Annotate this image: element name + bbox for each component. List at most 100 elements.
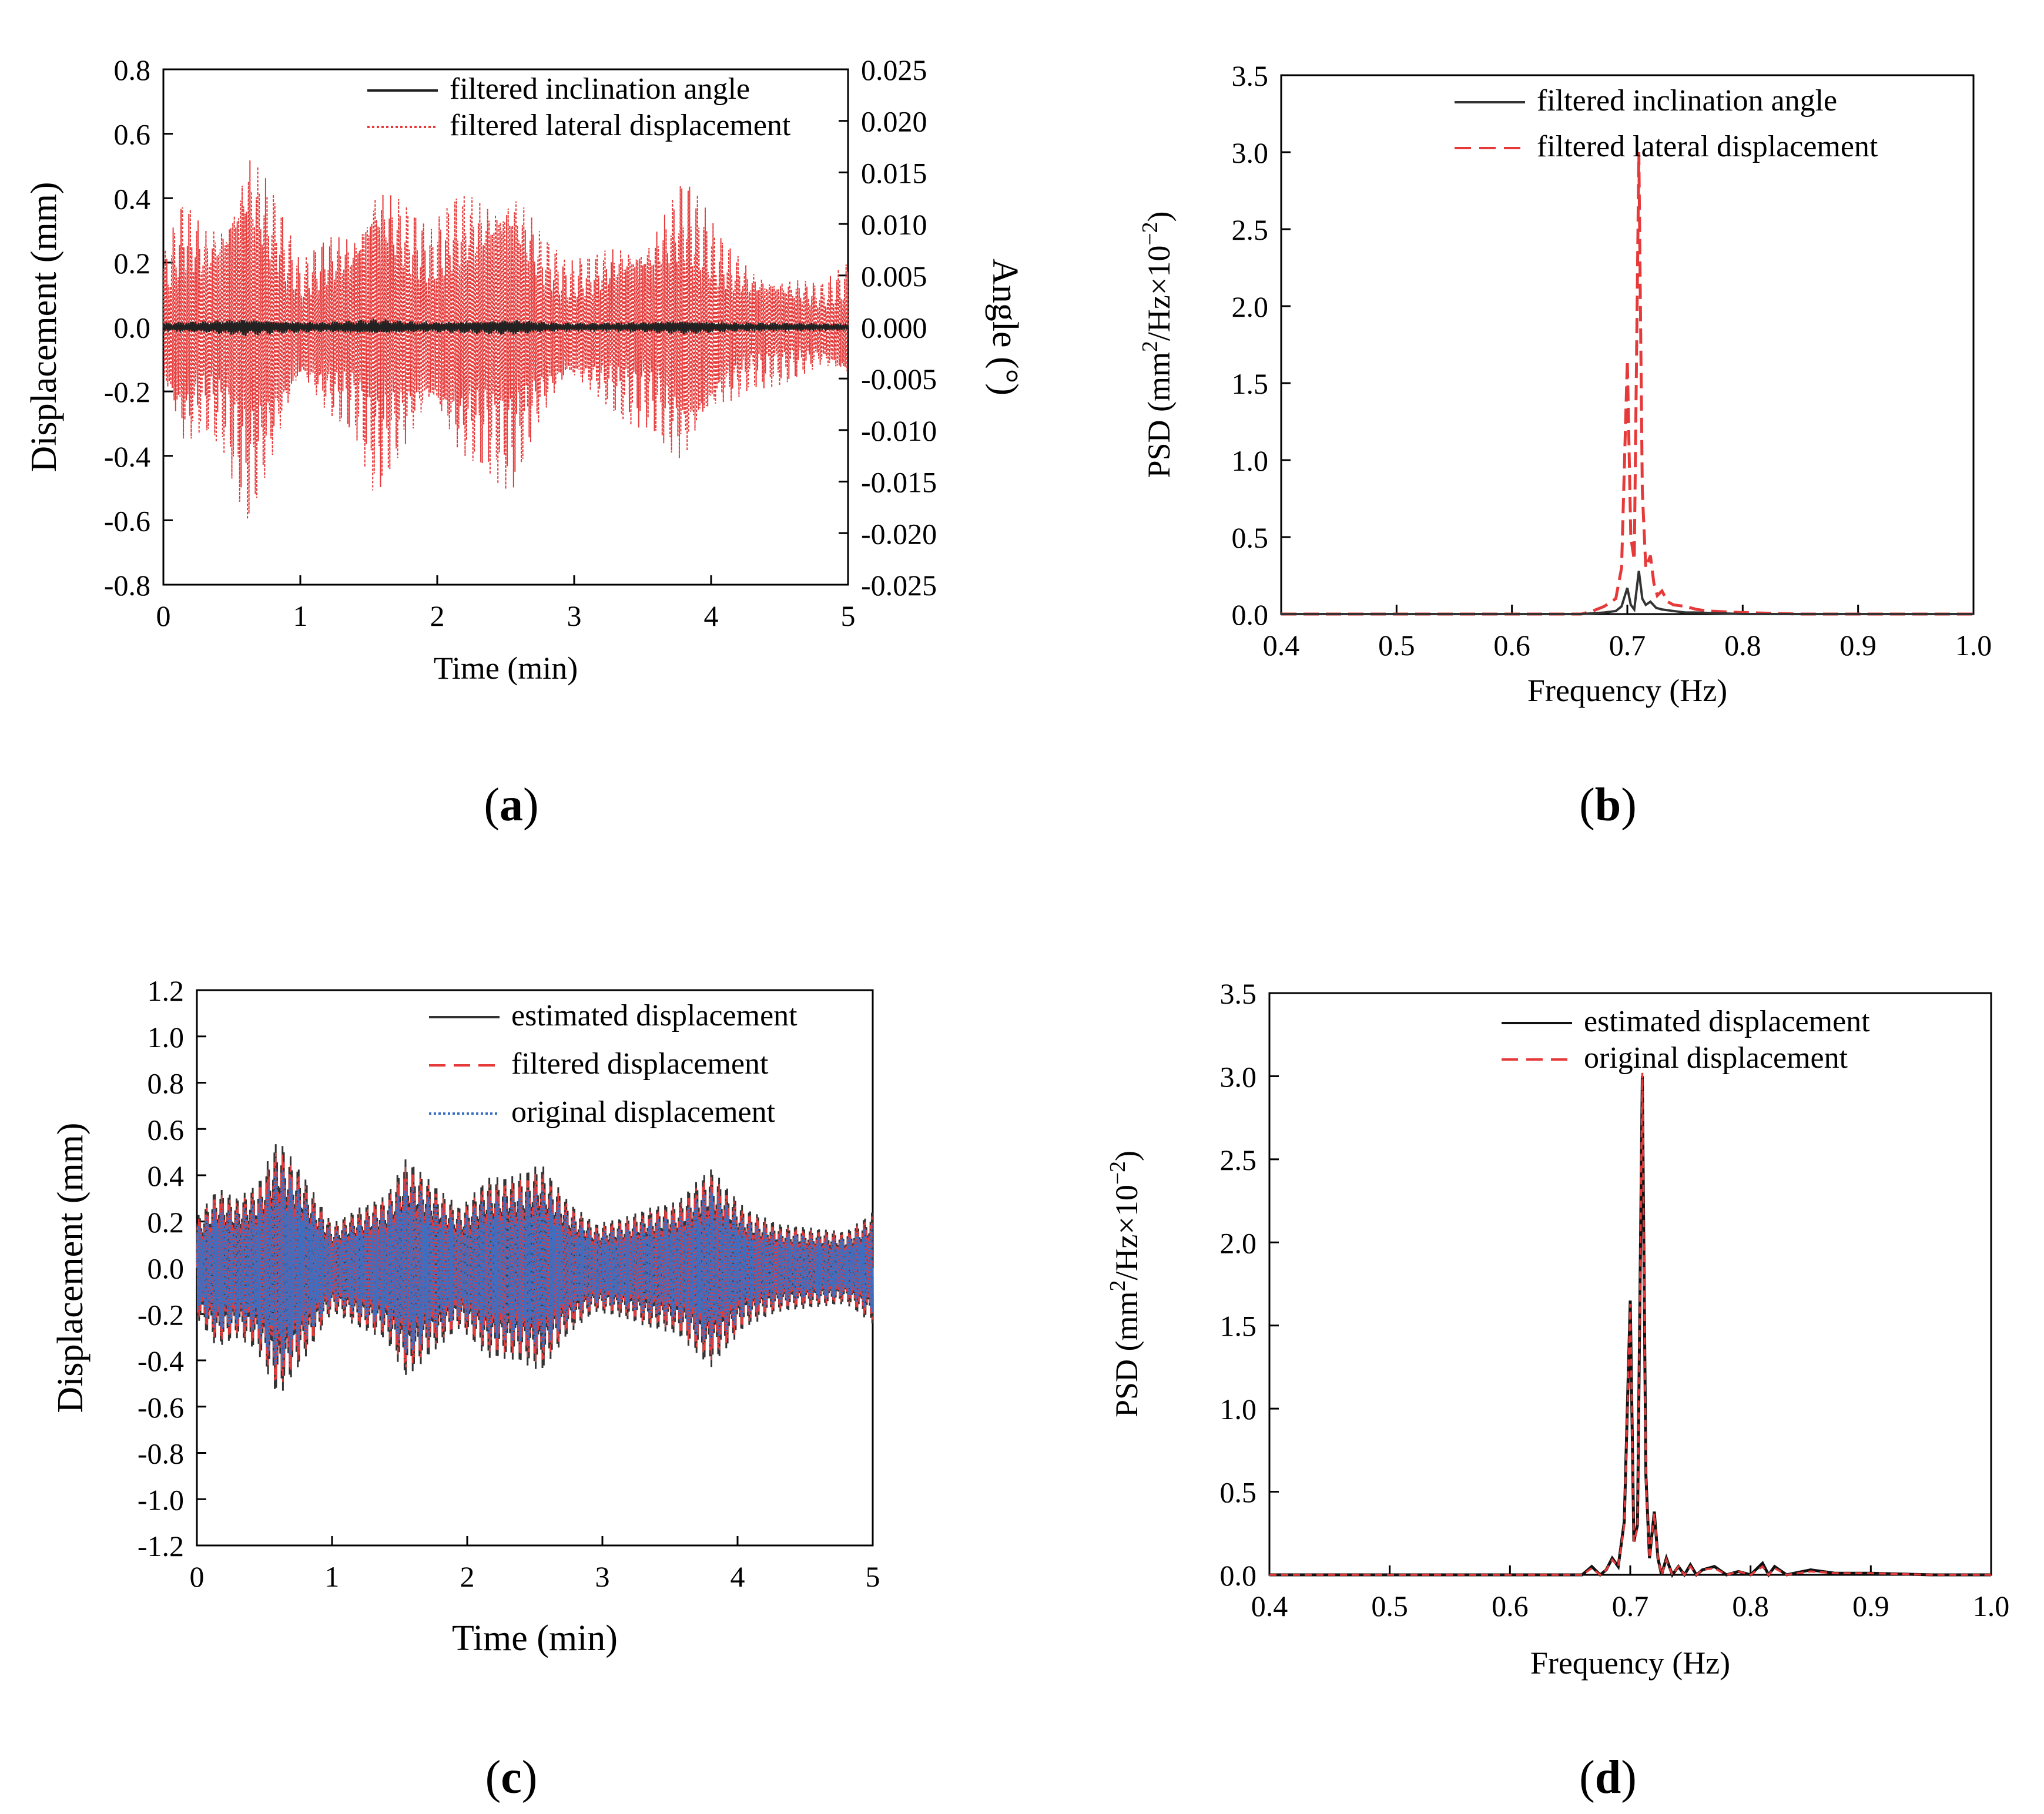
x-tick-label-a: 5 xyxy=(841,599,856,632)
x-tick-label-c: 0 xyxy=(190,1560,205,1593)
x-tick-label-c: 4 xyxy=(731,1560,745,1593)
legend-entry: original displacement xyxy=(1584,1041,1848,1075)
legend-entry: filtered lateral displacement xyxy=(450,109,791,142)
x-tick-label-c: 1 xyxy=(325,1560,340,1593)
series-line-filtered-inclination-angle xyxy=(162,318,849,336)
y2-tick-label-a: 0.025 xyxy=(861,53,927,86)
y2-tick-label-a: 0.010 xyxy=(861,208,927,241)
y-tick-label-b: 0.0 xyxy=(1232,598,1269,631)
y-tick-label-c: 0.2 xyxy=(148,1206,185,1239)
x-axis-label-b: Frequency (Hz) xyxy=(1527,673,1727,708)
y-tick-label-a: 0.2 xyxy=(114,247,151,280)
legend-entry: estimated displacement xyxy=(511,999,798,1032)
panel-caption-c: (c) xyxy=(485,1752,538,1803)
y-tick-label-c: -0.8 xyxy=(138,1437,184,1470)
series-line-original-displacement xyxy=(1269,1072,1991,1579)
y-tick-label-a: -0.8 xyxy=(104,569,150,602)
x-tick-label-a: 1 xyxy=(293,599,308,632)
x-tick-label-c: 3 xyxy=(595,1560,610,1593)
x-tick-label-d: 0.5 xyxy=(1371,1590,1408,1622)
y-tick-label-c: -0.4 xyxy=(138,1344,184,1377)
y2-tick-label-a: -0.005 xyxy=(861,363,937,395)
y-tick-label-c: 0.4 xyxy=(148,1159,185,1192)
plot-frame-d xyxy=(1268,992,1992,1576)
legend-entry: filtered lateral displacement xyxy=(1537,130,1878,163)
y-tick-label-a: -0.6 xyxy=(104,504,150,537)
panel-caption-a: (a) xyxy=(484,779,539,831)
x-tick-label-c: 2 xyxy=(460,1560,475,1593)
series-line-original-displacement xyxy=(196,1169,874,1366)
y-tick-label-b: 3.0 xyxy=(1232,136,1269,169)
legend-entry: estimated displacement xyxy=(1584,1005,1870,1038)
y-tick-label-c: 0.6 xyxy=(148,1113,185,1146)
y2-tick-label-a: -0.015 xyxy=(861,466,937,499)
x-tick-label-b: 0.5 xyxy=(1378,629,1415,662)
x-tick-label-a: 0 xyxy=(156,599,171,632)
x-tick-label-d: 0.9 xyxy=(1852,1590,1889,1622)
series-line-filtered-lateral-displacement xyxy=(1281,152,1973,616)
y2-tick-label-a: -0.025 xyxy=(861,569,937,602)
y-tick-label-d: 3.5 xyxy=(1220,977,1257,1010)
y-axis-label-b: PSD (mm2/Hz×10−2) xyxy=(1138,211,1177,478)
x-tick-label-d: 0.7 xyxy=(1612,1590,1649,1622)
x-axis-label-c: Time (min) xyxy=(452,1618,618,1658)
y-tick-label-c: -1.2 xyxy=(138,1530,184,1562)
y-axis-label-a: Displacement (mm) xyxy=(24,182,64,472)
panel-caption-d: (d) xyxy=(1579,1752,1637,1803)
x-tick-label-d: 0.8 xyxy=(1732,1590,1769,1622)
y-tick-label-c: 0.0 xyxy=(148,1252,185,1285)
x-tick-label-c: 5 xyxy=(866,1560,880,1593)
y-tick-label-d: 2.0 xyxy=(1220,1226,1257,1259)
y2-tick-label-a: 0.005 xyxy=(861,260,927,293)
x-tick-label-d: 1.0 xyxy=(1973,1590,2010,1622)
legend-entry: filtered inclination angle xyxy=(1537,84,1837,118)
legend-entry: filtered inclination angle xyxy=(450,72,750,106)
x-tick-label-d: 0.6 xyxy=(1492,1590,1529,1622)
x-tick-label-a: 2 xyxy=(430,599,445,632)
x-tick-label-a: 3 xyxy=(567,599,582,632)
x-tick-label-b: 0.9 xyxy=(1839,629,1877,662)
y-tick-label-d: 0.0 xyxy=(1220,1559,1257,1592)
x-tick-label-b: 0.7 xyxy=(1609,629,1646,662)
y-tick-label-d: 0.5 xyxy=(1220,1476,1257,1509)
y-tick-label-a: 0.4 xyxy=(114,182,151,215)
y2-tick-label-a: -0.010 xyxy=(861,414,937,447)
y-axis-label-d: PSD (mm2/Hz×10−2) xyxy=(1105,1151,1144,1417)
legend-entry: original displacement xyxy=(511,1095,776,1129)
x-tick-label-b: 0.8 xyxy=(1724,629,1761,662)
y-tick-label-a: 0.6 xyxy=(114,118,151,151)
x-axis-label-d: Frequency (Hz) xyxy=(1530,1645,1730,1681)
series-line-estimated-displacement xyxy=(1269,1076,1991,1578)
y-tick-label-b: 3.5 xyxy=(1232,59,1269,92)
y-tick-label-b: 0.5 xyxy=(1232,521,1269,554)
y-tick-label-c: 1.0 xyxy=(148,1021,185,1054)
y2-tick-label-a: 0.015 xyxy=(861,156,927,189)
y-tick-label-d: 2.5 xyxy=(1220,1144,1257,1176)
panel-caption-b: (b) xyxy=(1579,779,1637,831)
y-tick-label-b: 1.5 xyxy=(1232,367,1269,400)
y-tick-label-b: 2.0 xyxy=(1232,290,1269,323)
y-tick-label-d: 3.0 xyxy=(1220,1060,1257,1093)
y-tick-label-c: 1.2 xyxy=(148,974,185,1007)
y2-axis-label-a: Angle (°) xyxy=(985,259,1025,395)
x-tick-label-b: 1.0 xyxy=(1955,629,1992,662)
x-tick-label-b: 0.6 xyxy=(1493,629,1530,662)
y-tick-label-c: -1.0 xyxy=(138,1483,184,1516)
y-tick-label-a: 0.8 xyxy=(114,53,151,86)
y-tick-label-a: -0.2 xyxy=(104,375,150,408)
y-tick-label-b: 2.5 xyxy=(1232,213,1269,246)
y-tick-label-a: 0.0 xyxy=(114,311,151,344)
y-tick-label-b: 1.0 xyxy=(1232,444,1269,477)
y-axis-label-c: Displacement (mm) xyxy=(51,1122,91,1413)
y-tick-label-c: -0.6 xyxy=(138,1391,184,1424)
y-tick-label-a: -0.4 xyxy=(104,440,150,473)
y-tick-label-d: 1.0 xyxy=(1220,1393,1257,1426)
series-line-filtered-lateral-displacement xyxy=(163,160,849,519)
series-line-filtered-inclination-angle xyxy=(1281,571,1973,615)
y2-tick-label-a: -0.020 xyxy=(861,517,937,550)
y-tick-label-c: 0.8 xyxy=(148,1067,185,1100)
legend-entry: filtered displacement xyxy=(511,1047,769,1081)
x-tick-label-b: 0.4 xyxy=(1263,629,1300,662)
y-tick-label-c: -0.2 xyxy=(138,1298,184,1331)
